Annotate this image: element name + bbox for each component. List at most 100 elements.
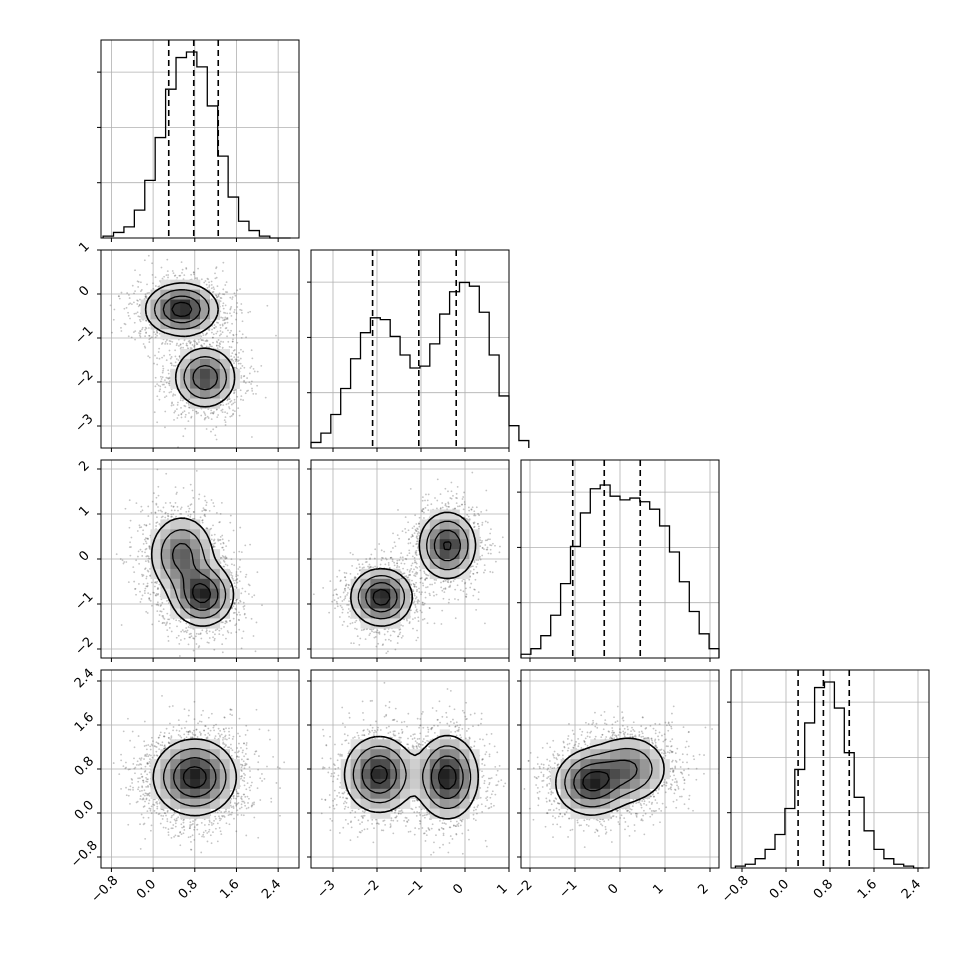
scatter-point	[220, 340, 222, 343]
scatter-point	[157, 485, 160, 488]
scatter-point	[250, 617, 253, 620]
density-block	[180, 279, 191, 290]
scatter-point	[178, 655, 181, 657]
scatter-point	[153, 492, 155, 495]
scatter-point	[185, 631, 188, 634]
scatter-point	[214, 434, 217, 437]
contour-level-4	[171, 301, 193, 318]
scatter-point	[176, 491, 178, 494]
scatter-point	[147, 555, 150, 558]
scatter-point	[145, 332, 147, 334]
scatter-point	[148, 598, 151, 601]
scatter-point	[128, 526, 131, 529]
scatter-point	[167, 382, 170, 385]
scatter-point	[153, 331, 155, 333]
scatter-point	[242, 375, 245, 378]
scatter-point	[145, 547, 148, 550]
density-block	[209, 368, 221, 379]
scatter-point	[141, 509, 144, 512]
scatter-point	[233, 311, 236, 314]
scatter-point	[230, 329, 232, 332]
scatter-point	[141, 573, 143, 576]
scatter-point	[157, 351, 160, 353]
scatter-point	[170, 509, 173, 512]
scatter-point	[218, 633, 221, 636]
scatter-point	[139, 332, 142, 335]
scatter-point	[144, 592, 146, 595]
scatter-point	[143, 538, 146, 541]
scatter-point	[148, 545, 151, 547]
scatter-point	[148, 291, 150, 294]
scatter-point	[210, 284, 213, 286]
scatter-point	[252, 392, 255, 395]
scatter-point	[145, 542, 148, 545]
scatter-point	[203, 418, 206, 421]
scatter-point	[161, 510, 163, 513]
scatter-point	[156, 395, 159, 398]
scatter-point	[220, 333, 222, 336]
scatter-point	[237, 618, 240, 621]
scatter-point	[171, 402, 173, 405]
scatter-point	[229, 296, 232, 299]
scatter-point	[163, 275, 166, 278]
scatter-point	[180, 413, 183, 416]
scatter-point	[156, 334, 158, 337]
scatter-point	[164, 410, 167, 413]
scatter-point	[212, 636, 214, 639]
contour-level-1	[144, 282, 236, 408]
scatter-point	[177, 509, 179, 512]
scatter-point	[189, 347, 192, 349]
scatter-point	[166, 342, 169, 345]
scatter-point	[163, 396, 166, 399]
scatter-point	[144, 567, 147, 570]
scatter-point	[170, 404, 173, 407]
scatter-point	[149, 593, 152, 596]
scatter-point	[213, 542, 216, 545]
scatter-point	[134, 330, 137, 333]
panel-frame	[100, 249, 300, 449]
scatter-point	[155, 592, 158, 595]
scatter-point	[234, 585, 236, 588]
scatter-point	[170, 362, 173, 365]
scatter-point	[248, 584, 251, 587]
scatter-point	[224, 424, 227, 426]
scatter-point	[237, 601, 240, 604]
density-block	[209, 398, 221, 409]
scatter-point	[234, 611, 236, 614]
scatter-point	[163, 390, 165, 393]
scatter-point	[237, 356, 240, 359]
scatter-point	[234, 601, 236, 604]
scatter-point	[187, 643, 190, 646]
scatter-point	[230, 305, 233, 308]
scatter-point	[234, 607, 237, 610]
scatter-point	[161, 383, 164, 386]
scatter-point	[243, 604, 246, 607]
scatter-point	[195, 410, 198, 413]
scatter-point	[243, 608, 245, 610]
scatter-point	[131, 284, 134, 287]
scatter-point	[181, 399, 184, 402]
scatter-point	[146, 612, 149, 614]
scatter-point	[201, 521, 204, 524]
scatter-point	[215, 408, 218, 411]
scatter-point	[229, 312, 231, 315]
scatter-point	[239, 398, 242, 401]
scatter-point	[188, 404, 190, 406]
scatter-point	[239, 558, 242, 561]
scatter-point	[175, 358, 178, 360]
scatter-point	[164, 624, 167, 626]
scatter-point	[245, 616, 247, 619]
scatter-point	[230, 399, 233, 402]
scatter-point	[170, 364, 173, 367]
scatter-point	[203, 412, 206, 415]
scatter-point	[171, 341, 174, 343]
scatter-point	[240, 395, 243, 398]
scatter-point	[159, 385, 162, 388]
scatter-point	[240, 303, 243, 305]
scatter-point	[164, 502, 167, 504]
scatter-point	[208, 510, 211, 512]
scatter-point	[135, 312, 137, 315]
scatter-point	[143, 589, 146, 592]
scatter-point	[141, 575, 144, 578]
density-block	[209, 349, 221, 360]
